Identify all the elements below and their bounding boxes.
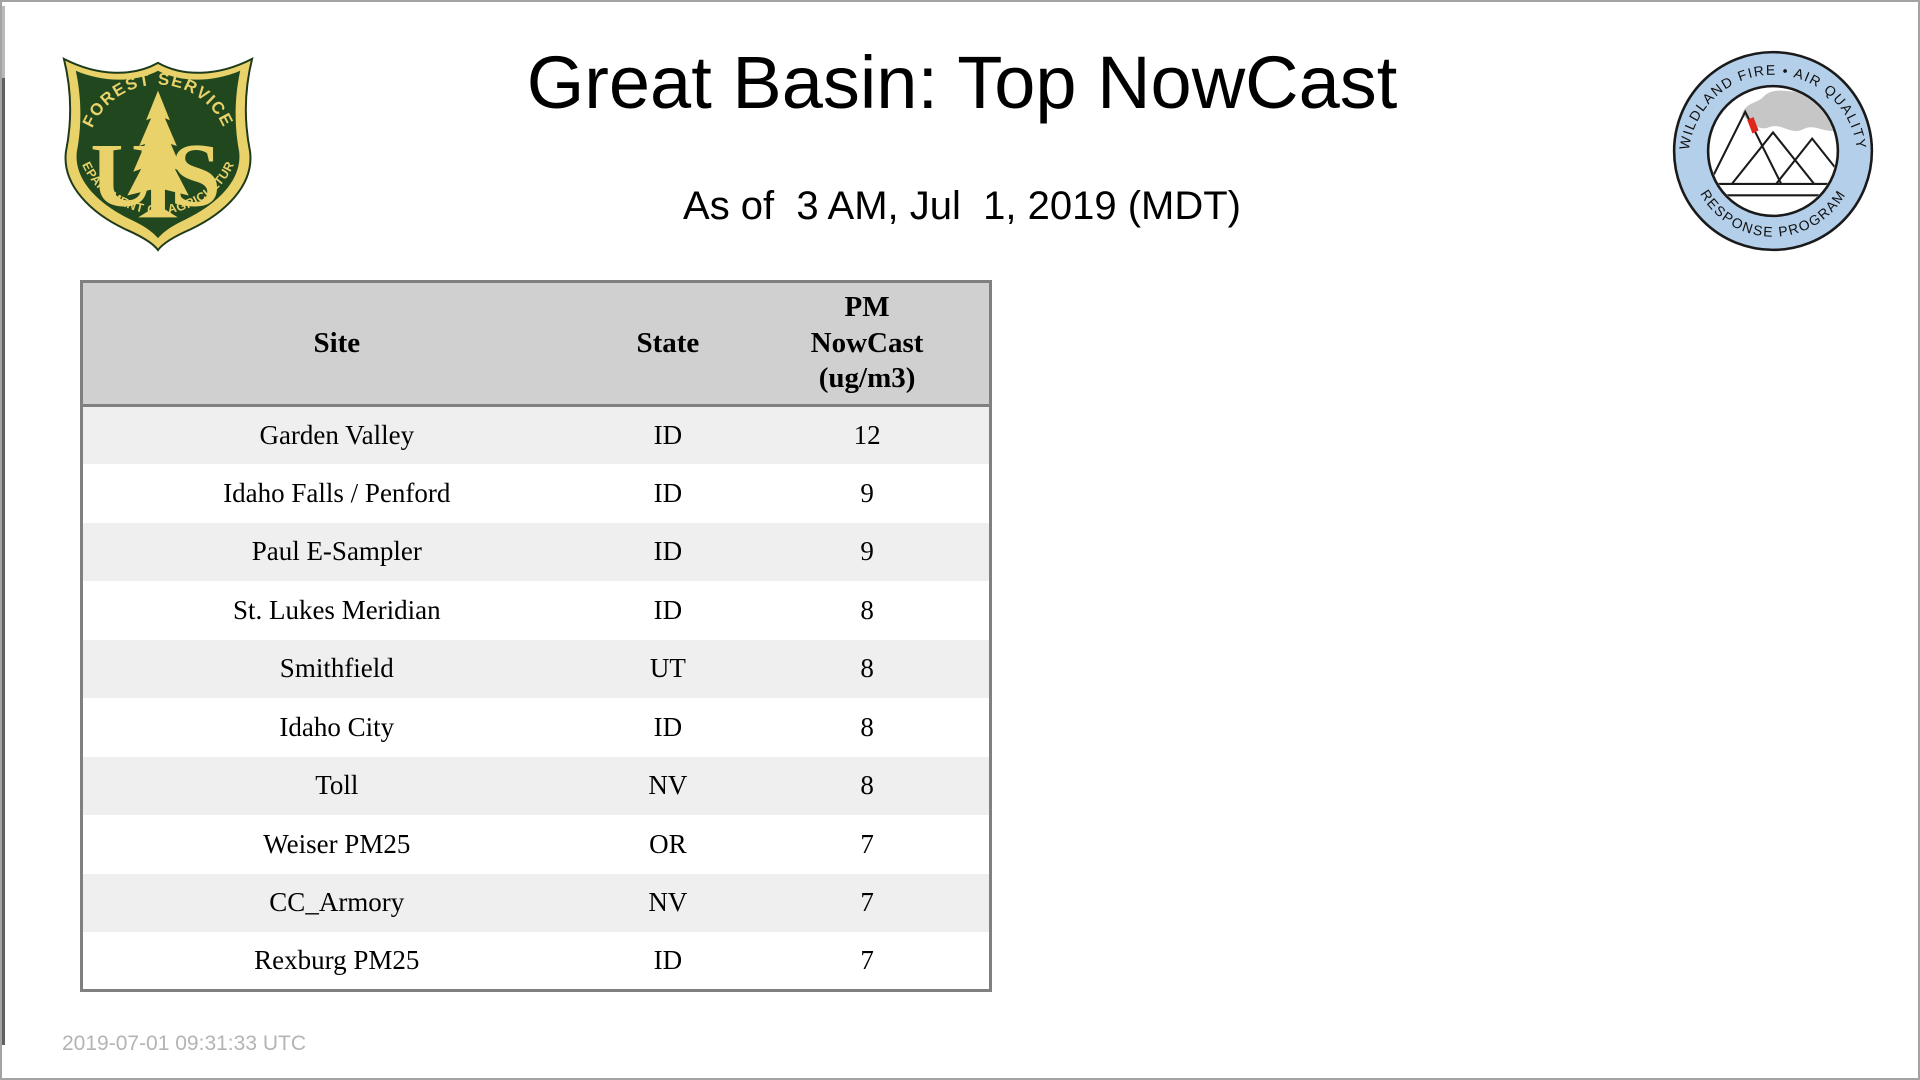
cell-value: 8 [745,639,991,698]
fire-mark-icon [1747,117,1759,134]
cell-state: ID [590,522,746,581]
cell-state: ID [590,405,746,464]
table-header-row: Site State PM NowCast (ug/m3) [81,281,991,407]
cell-value: 7 [745,873,991,932]
nowcast-table: Site State PM NowCast (ug/m3) Garden Val… [80,280,992,992]
page-title: Great Basin: Top NowCast [526,41,1398,124]
table-row: CC_Armory NV 7 [81,873,991,932]
cell-site: Idaho City [279,711,395,742]
table-row: St. Lukes Meridian ID 8 [82,581,991,640]
column-header-state: State [590,281,746,407]
cell-site: Toll [81,756,591,815]
cell-site: Smithfield [81,639,591,698]
cell-value: 8 [860,711,874,742]
cell-state: NV [590,756,746,815]
left-edge-artifact-dark [2,78,5,1045]
table-body: Garden Valley ID 12 Idaho Falls / Penford ID… [81,405,991,991]
cell-site: Weiser PM25 [263,828,411,859]
cell-site: St. Lukes Meridian [232,594,441,625]
mountain-left [1709,109,1783,185]
cell-value: 7 [860,945,874,975]
generated-timestamp: 2019-07-01 09:31:33 UTC [62,1032,306,1055]
cell-state: NV [590,873,746,932]
table-row: Toll NV 8 [81,756,991,815]
cell-state: ID [653,594,683,625]
cell-site: Idaho Falls / Penford [223,477,451,508]
cell-site: Rexburg PM25 [254,945,420,975]
cell-site: Paul E-Sampler [81,522,591,581]
forest-service-logo: FOREST SERVICE DEPARTMENT OF AGRICULTURE… [54,44,254,252]
table-row: Garden Valley ID 12 [81,405,991,464]
cell-value: 12 [745,405,991,464]
cell-value: 8 [745,756,991,815]
cell-value: 9 [860,477,874,508]
cell-state: OR [649,828,687,859]
cell-state: ID [653,945,683,975]
table-row: Idaho City ID 8 [82,698,991,757]
table-row: Weiser PM25 OR 7 [82,815,991,874]
column-header-pm-nowcast: PM NowCast (ug/m3) [745,281,991,407]
mountain-middle [1730,130,1816,185]
wfaqrp-logo: WILDLAND FIRE • AIR QUALITY RESPONSE PRO… [1672,50,1874,252]
table-row: Idaho Falls / Penford ID 9 [82,464,991,523]
cell-state: ID [653,477,683,508]
cell-state: ID [653,711,683,742]
cell-site: CC_Armory [81,873,591,932]
cell-site: Garden Valley [81,405,591,464]
fs-monogram-s: S [170,124,221,225]
cell-value: 9 [745,522,991,581]
page-subtitle: As of 3 AM, Jul 1, 2019 (MDT) [683,184,1241,228]
cell-value: 8 [860,594,874,625]
cell-value: 7 [860,828,874,859]
left-edge-artifact-light [2,6,5,78]
cell-state: UT [590,639,746,698]
table-row: Rexburg PM25 ID 7 [82,932,991,991]
pine-tree-icon [127,90,189,218]
column-header-site: Site [81,281,591,407]
table-row: Smithfield UT 8 [81,639,991,698]
table-row: Paul E-Sampler ID 9 [81,522,991,581]
